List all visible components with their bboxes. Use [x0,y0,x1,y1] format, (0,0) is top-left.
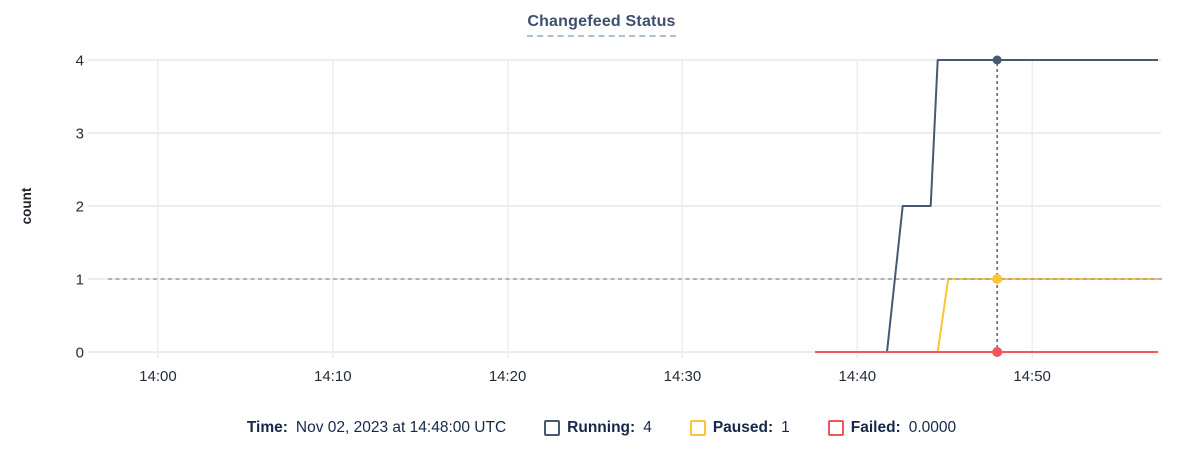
changefeed-status-chart[interactable]: 4 3 2 1 0 14:00 14:10 14:20 14:30 14:40 14:50 count [0,0,1203,402]
legend-item-failed: Failed: 0.0000 [827,419,957,437]
legend-label-paused: Paused: [712,419,774,436]
y-tick-label: 3 [76,126,84,143]
y-tick-label: 4 [76,53,84,70]
chart-title[interactable]: Changefeed Status [527,13,676,37]
chart-title-wrap: Changefeed Status [0,13,1203,37]
legend-swatch-failed [827,420,844,436]
chart-legend: Time: Nov 02, 2023 at 14:48:00 UTC Runni… [0,419,1203,437]
marker-dot-failed [992,347,1003,357]
legend-value-running: 4 [643,419,652,436]
x-tick-label: 14:30 [664,368,702,385]
legend-label-failed: Failed: [850,419,901,436]
legend-series-items: Running: 4 Paused: 1 Failed: 0.0000 [544,419,956,437]
series-line-paused [815,278,1158,353]
x-tick-label: 14:40 [839,368,877,385]
x-tick-label: 14:00 [139,368,177,385]
legend-label-running: Running: [567,419,636,436]
y-tick-label: 1 [76,272,84,289]
legend-swatch-running [544,420,561,436]
legend-value-failed: 0.0000 [908,419,957,436]
x-tick-label: 14:50 [1013,368,1051,385]
legend-swatch-paused [689,420,706,436]
y-tick-label: 0 [76,345,84,362]
marker-dot-running [992,55,1002,65]
legend-time: Time: Nov 02, 2023 at 14:48:00 UTC [247,419,506,437]
legend-time-label: Time: [246,419,288,436]
legend-item-running: Running: 4 [544,419,652,437]
legend-value-paused: 1 [781,419,790,436]
x-tick-label: 14:10 [314,368,352,385]
y-tick-label: 2 [76,199,84,216]
marker-dot-paused [992,274,1003,284]
legend-item-paused: Paused: 1 [689,419,790,437]
x-tick-label: 14:20 [489,368,527,385]
y-axis-label: count [19,187,34,224]
legend-time-value: Nov 02, 2023 at 14:48:00 UTC [295,419,507,436]
